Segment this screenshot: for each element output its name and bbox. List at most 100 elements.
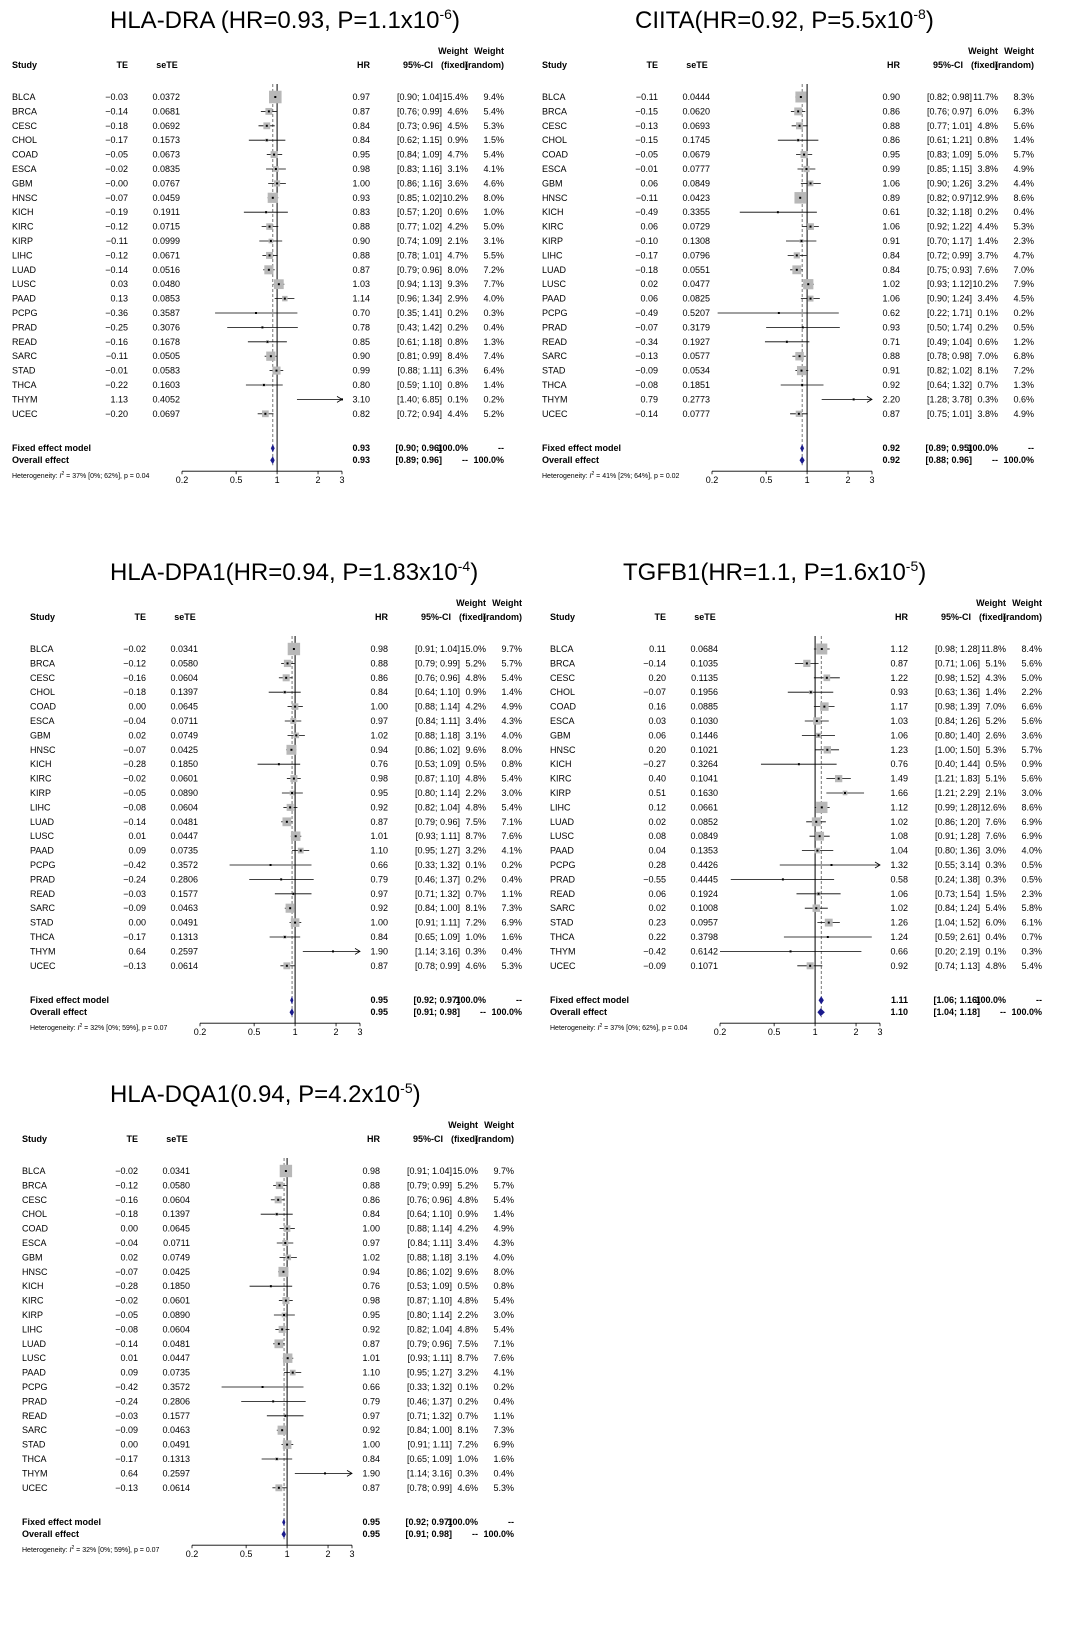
- study-label: KICH: [542, 207, 564, 217]
- column-header-study: Study: [30, 612, 55, 622]
- point-estimate: [265, 139, 268, 142]
- te-value: 0.00: [120, 1224, 138, 1234]
- overall-effect-ci: [1.04; 1.18]: [933, 1007, 980, 1017]
- point-estimate: [274, 168, 277, 170]
- study-label: CESC: [22, 1195, 48, 1205]
- te-value: −0.12: [105, 222, 128, 232]
- weight-fixed-value: 0.7%: [457, 1411, 478, 1421]
- hr-value: 0.84: [352, 121, 370, 131]
- point-estimate: [801, 384, 804, 386]
- weight-fixed-value: 4.3%: [985, 673, 1006, 683]
- study-label: THYM: [22, 1468, 48, 1478]
- column-header-te: TE: [646, 60, 658, 70]
- hr-value: 0.99: [882, 164, 900, 174]
- te-value: −0.18: [115, 1209, 138, 1219]
- weight-fixed-value: 4.4%: [977, 222, 998, 232]
- weight-fixed-value: 0.2%: [447, 322, 468, 332]
- ci-value: [0.80; 1.14]: [415, 788, 460, 798]
- heterogeneity-stats: = 41% [2%; 64%], p = 0.02: [594, 473, 679, 480]
- heterogeneity-prefix: Heterogeneity:: [542, 473, 589, 480]
- weight-fixed-value: 7.0%: [985, 702, 1006, 712]
- hr-value: 0.87: [352, 106, 370, 116]
- point-estimate: [797, 110, 800, 113]
- ci-value: [0.84; 1.00]: [407, 1425, 452, 1435]
- sete-value: 0.0444: [682, 92, 710, 102]
- sete-value: 0.0735: [162, 1368, 190, 1378]
- point-estimate: [827, 921, 830, 924]
- hr-value: 1.90: [370, 946, 388, 956]
- x-tick-label: 1: [275, 475, 280, 485]
- forest-panel-tgfb1: TGFB1(HR=1.1, P=1.6x10-5) Study TE seTE HR 9…: [548, 558, 1076, 1093]
- weight-fixed-value: 4.2%: [457, 1224, 478, 1234]
- weight-random-value: 7.1%: [501, 817, 522, 827]
- sete-value: 0.0673: [152, 150, 180, 160]
- te-value: −0.11: [106, 236, 128, 246]
- study-label: THYM: [30, 946, 56, 956]
- study-label: SARC: [12, 351, 38, 361]
- te-value: −0.11: [106, 351, 128, 361]
- weight-random-value: 9.4%: [483, 92, 504, 102]
- point-estimate: [273, 153, 276, 156]
- weight-random-value: 8.0%: [493, 1267, 514, 1277]
- weight-random-value: 4.4%: [1013, 178, 1034, 188]
- summary-diamond: [270, 456, 275, 465]
- weight-random-value: 5.0%: [1021, 673, 1042, 683]
- sete-value: 0.0601: [162, 1296, 190, 1306]
- weight-random-value: 5.3%: [483, 121, 504, 131]
- ci-value: [0.71; 1.06]: [935, 658, 980, 668]
- weight-fixed-value: 6.0%: [985, 918, 1006, 928]
- sete-value: 0.0711: [163, 1238, 190, 1248]
- ci-value: [0.88; 1.11]: [398, 366, 442, 376]
- weight-random-value: 3.0%: [501, 788, 522, 798]
- sete-value: 0.0715: [152, 222, 180, 232]
- sete-value: 0.0853: [152, 294, 180, 304]
- ci-value: [0.20; 2.19]: [935, 946, 980, 956]
- ci-value: [0.78; 1.01]: [397, 250, 442, 260]
- weight-random-value: 5.4%: [501, 774, 522, 784]
- weight-random-value: 7.6%: [501, 831, 522, 841]
- te-value: 0.04: [648, 846, 666, 856]
- hr-value: 1.24: [890, 932, 908, 942]
- overall-effect-weight-fixed: --: [472, 1529, 478, 1539]
- ci-value: [0.71; 1.32]: [407, 1411, 452, 1421]
- ci-value: [0.88; 1.14]: [415, 702, 460, 712]
- study-label: BLCA: [30, 644, 54, 654]
- te-value: 0.06: [640, 222, 658, 232]
- study-label: KIRP: [30, 788, 51, 798]
- hr-value: 0.92: [370, 903, 388, 913]
- study-label: CESC: [12, 121, 38, 131]
- weight-fixed-value: 0.5%: [465, 759, 486, 769]
- weight-random-value: 5.4%: [501, 673, 522, 683]
- title-main: HLA-DPA1(HR=0.94, P=1.83x10: [110, 559, 458, 586]
- ci-value: [0.70; 1.17]: [927, 236, 972, 246]
- sete-value: 0.0577: [682, 351, 710, 361]
- weight-random-value: 2.3%: [1013, 236, 1034, 246]
- ci-value: [0.78; 0.99]: [415, 961, 460, 971]
- weight-fixed-value: 12.9%: [972, 193, 998, 203]
- weight-random-value: 7.7%: [483, 279, 504, 289]
- hr-value: 0.90: [882, 92, 900, 102]
- weight-random-value: 4.9%: [1013, 164, 1034, 174]
- column-header-hr: HR: [895, 612, 908, 622]
- ci-arrow: [874, 861, 881, 869]
- te-value: 0.09: [120, 1368, 138, 1378]
- ci-value: [0.93; 1.11]: [408, 1353, 452, 1363]
- point-estimate: [798, 124, 801, 127]
- ci-value: [0.61; 1.21]: [927, 135, 972, 145]
- study-label: LUSC: [30, 831, 55, 841]
- point-estimate: [261, 1386, 264, 1388]
- ci-value: [0.46; 1.37]: [407, 1396, 452, 1406]
- ci-value: [0.93; 1.12]: [927, 279, 972, 289]
- hr-value: 0.86: [362, 1195, 380, 1205]
- hr-value: 0.88: [370, 658, 388, 668]
- study-label: THYM: [550, 946, 576, 956]
- weight-random-value: 0.4%: [493, 1468, 514, 1478]
- weight-fixed-value: 0.1%: [977, 308, 998, 318]
- weight-random-value: 5.7%: [1021, 745, 1042, 755]
- weight-random-value: 8.3%: [1013, 92, 1034, 102]
- point-estimate: [809, 691, 812, 694]
- ci-value: [0.83; 1.16]: [397, 164, 442, 174]
- study-label: CESC: [542, 121, 568, 131]
- weight-fixed-value: 0.5%: [457, 1281, 478, 1291]
- hr-value: 0.89: [882, 193, 900, 203]
